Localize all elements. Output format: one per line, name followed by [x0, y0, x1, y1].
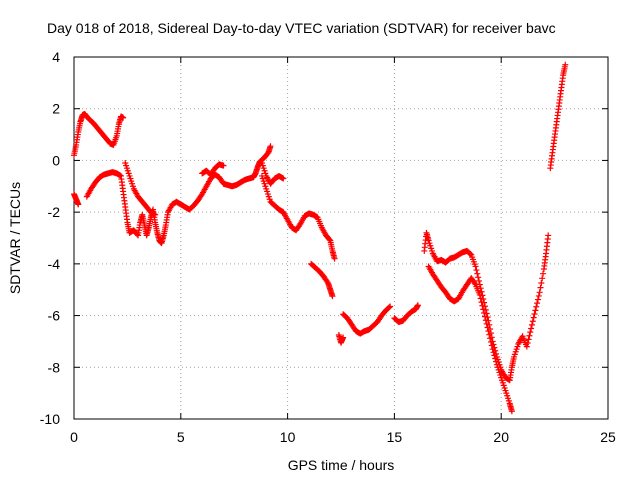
data-point [488, 342, 495, 349]
x-tick-label: 10 [280, 429, 296, 445]
data-point [534, 296, 541, 303]
data-point [475, 277, 482, 284]
data-point [120, 114, 127, 121]
y-tick-label: -8 [48, 359, 61, 375]
data-point [537, 284, 544, 291]
data-point [75, 201, 82, 208]
data-point [490, 349, 497, 356]
data-point [491, 352, 498, 359]
data-point [220, 162, 227, 169]
data-point [326, 236, 333, 243]
data-point [331, 255, 338, 262]
data-point [482, 317, 489, 324]
chart-title: Day 018 of 2018, Sidereal Day-to-day VTE… [47, 20, 556, 36]
plot-frame [73, 56, 609, 420]
data-point [471, 280, 478, 287]
y-tick-label: 4 [52, 49, 60, 65]
data-point [534, 300, 541, 307]
data-point [486, 331, 493, 338]
data-point [531, 311, 538, 318]
data-point [527, 329, 534, 336]
data-point [492, 355, 499, 362]
data-point [529, 318, 536, 325]
data-point [524, 339, 531, 346]
data-point [508, 408, 515, 415]
data-point [562, 61, 569, 68]
data-point [493, 358, 500, 365]
x-tick-label: 5 [177, 429, 185, 445]
data-point [536, 289, 543, 296]
data-point [280, 175, 287, 182]
data-point [340, 334, 347, 341]
data-point [329, 293, 336, 300]
data-point [414, 302, 421, 309]
data-point [523, 343, 530, 350]
data-point [538, 279, 545, 286]
data-point [476, 291, 483, 298]
data-point [479, 302, 486, 309]
y-tick-label: -6 [48, 308, 61, 324]
y-tick-label: 0 [52, 152, 60, 168]
data-point [477, 295, 484, 302]
x-tick-label: 25 [600, 429, 616, 445]
data-point [487, 335, 494, 342]
data-point [532, 307, 539, 314]
y-tick-label: 2 [52, 101, 60, 117]
data-point [467, 251, 474, 258]
data-point [478, 299, 485, 306]
data-point [487, 338, 494, 345]
y-tick-label: -4 [48, 256, 61, 272]
grid [74, 57, 608, 419]
data-point [472, 263, 479, 270]
data-point [386, 304, 393, 311]
data-point [539, 275, 546, 282]
data-point [483, 320, 490, 327]
x-tick-label: 15 [387, 429, 403, 445]
data-point [525, 336, 532, 343]
data-point [473, 267, 480, 274]
data-point [484, 324, 491, 331]
data-point [489, 346, 496, 353]
data-point [530, 314, 537, 321]
data-point [481, 313, 488, 320]
data-point [535, 292, 542, 299]
x-axis-label: GPS time / hours [288, 457, 395, 473]
y-tick-label: -10 [40, 411, 60, 427]
data-point [528, 321, 535, 328]
data-point [545, 232, 552, 239]
data-point [485, 328, 492, 335]
data-point [387, 303, 394, 310]
x-tick-labels: 0 5 10 15 20 25 [70, 429, 616, 445]
x-tick-label: 0 [70, 429, 78, 445]
x-tick-label: 20 [493, 429, 509, 445]
data-point [528, 325, 535, 332]
data-point [533, 303, 540, 310]
data-point [480, 306, 487, 313]
axis-ticks [73, 56, 609, 420]
y-tick-label: -2 [48, 204, 61, 220]
data-points [71, 61, 569, 415]
data-point [474, 270, 481, 277]
data-point [152, 211, 159, 218]
data-point [540, 270, 547, 277]
data-point [481, 309, 488, 316]
y-axis-label: SDTVAR / TECUs [7, 182, 23, 294]
data-point [475, 274, 482, 281]
data-point [267, 143, 274, 150]
data-point [526, 332, 533, 339]
y-tick-labels: -10 -8 -6 -4 -2 0 2 4 [40, 49, 60, 427]
